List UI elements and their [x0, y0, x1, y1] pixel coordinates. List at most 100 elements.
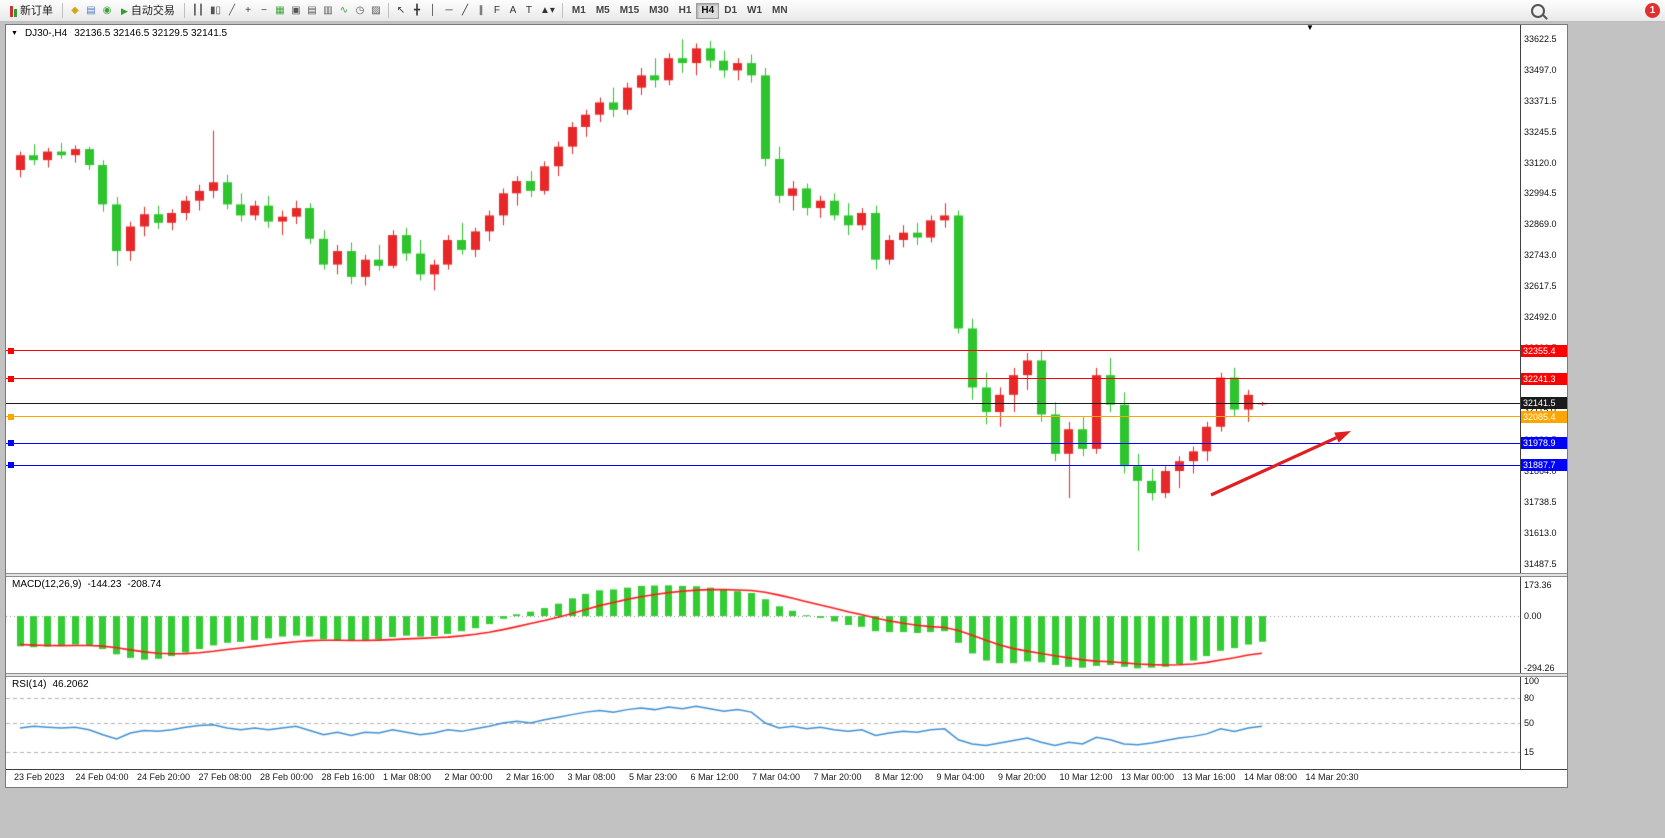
chart-line-button[interactable]: ╱ [224, 2, 240, 20]
new-order-label: 新订单 [20, 4, 53, 17]
crosshair-button[interactable]: ╋ [409, 2, 425, 20]
templates-button[interactable]: ▨ [368, 2, 384, 20]
autotrading-label: 自动交易 [130, 4, 175, 17]
indicators-icon: ∿ [339, 4, 349, 16]
horizontal-line-icon: ─ [445, 4, 453, 16]
channel-icon: ∥ [478, 4, 484, 16]
label-button[interactable]: T [521, 2, 537, 20]
price-axis[interactable]: 33622.5 33497.0 33371.5 33245.5 33120.0 32994… [1520, 25, 1567, 769]
time-axis[interactable]: 23 Feb 2023 24 Feb 04:00 24 Feb 20:00 27 Fe… [6, 769, 1567, 785]
macd-panel[interactable]: MACD(12,26,9) -144.23 -208.74 [6, 577, 1520, 673]
bid-price-line[interactable] [6, 402, 1520, 404]
chart-shift-marker[interactable]: ▼ [1306, 25, 1314, 32]
toolbar-separator [62, 3, 63, 18]
chart-window: ▼ ▼ DJ30-,H4 32136.5 32146.5 32129.5 321… [5, 24, 1568, 788]
hline-button[interactable]: ─ [441, 2, 457, 20]
vline-button[interactable]: │ [425, 2, 441, 20]
price-axis-label: 31487.5 [1524, 558, 1557, 569]
price-axis-label: 33245.5 [1524, 126, 1557, 137]
price-axis-label: 33371.5 [1524, 95, 1557, 106]
macd-axis-label: 0.00 [1524, 611, 1542, 622]
time-axis-label: 2 Mar 00:00 [444, 772, 493, 782]
text-button[interactable]: A [505, 2, 521, 20]
timeframe-m1-button[interactable]: M1 [567, 3, 591, 19]
trendline-button[interactable]: ╱ [457, 2, 473, 20]
timeframe-h4-button[interactable]: H4 [696, 2, 720, 19]
autotrading-button[interactable]: ▶ 自动交易 [116, 2, 180, 20]
shapes-icon: ▲▾ [539, 4, 555, 16]
zoom-out-icon: − [261, 4, 267, 16]
panel-splitter[interactable] [6, 673, 1567, 677]
candlestick-canvas[interactable] [6, 25, 1520, 573]
rsi-value: 46.2062 [52, 679, 89, 690]
pivot-line-handle[interactable] [8, 413, 14, 420]
cursor-button[interactable]: ↖ [393, 2, 409, 20]
timeframe-mn-button[interactable]: MN [767, 3, 793, 19]
support-line-1-price-tag: 31978.9 [1521, 437, 1567, 450]
price-axis-label: 31738.5 [1524, 497, 1557, 508]
shapes-button[interactable]: ▲▾ [537, 2, 558, 20]
support-line-2[interactable] [6, 464, 1520, 466]
label-icon: T [525, 4, 533, 16]
timeframe-d1-button[interactable]: D1 [719, 3, 742, 19]
chart-candles-button[interactable]: ▮▯ [207, 2, 224, 20]
support-line-1[interactable] [6, 442, 1520, 444]
line-chart-icon: ╱ [228, 4, 235, 16]
new-chart-button[interactable]: ▦ [272, 2, 288, 20]
rsi-panel[interactable]: RSI(14) 46.2062 [6, 677, 1520, 769]
channel-button[interactable]: ∥ [473, 2, 489, 20]
timeframe-m30-button[interactable]: M30 [644, 3, 673, 19]
resistance-line-1-price-tag: 32355.4 [1521, 344, 1567, 357]
zoom-in-icon: + [245, 4, 251, 16]
cascade-windows-button[interactable]: ▤ [304, 2, 320, 20]
price-chart-area[interactable]: ▼ ▼ DJ30-,H4 32136.5 32146.5 32129.5 321… [6, 25, 1520, 573]
timeframe-m5-button[interactable]: M5 [591, 3, 615, 19]
resistance-line-2-handle[interactable] [8, 375, 14, 382]
bars-chart-icon: ┃┃ [191, 4, 204, 16]
zoom-in-button[interactable]: + [240, 2, 256, 20]
template-icon: ▨ [371, 4, 381, 16]
chart-title: ▼ DJ30-,H4 32136.5 32146.5 32129.5 32141… [11, 28, 227, 39]
macd-canvas[interactable] [6, 577, 1520, 673]
resistance-line-1[interactable] [6, 350, 1520, 351]
search-icon[interactable] [1531, 3, 1545, 18]
arrange-windows-icon: ▥ [323, 4, 333, 16]
indicators-button[interactable]: ∿ [336, 2, 352, 20]
new-order-button[interactable]: 新订单 [5, 2, 58, 20]
pivot-line[interactable] [6, 416, 1520, 418]
panel-splitter[interactable] [6, 573, 1567, 577]
new-chart-icon: ▦ [275, 4, 285, 16]
community-icon: ◉ [102, 4, 112, 16]
zoom-out-button[interactable]: − [256, 2, 272, 20]
tile-windows-button[interactable]: ▣ [288, 2, 304, 20]
time-axis-label: 10 Mar 12:00 [1059, 772, 1113, 782]
support-line-2-handle[interactable] [8, 462, 14, 469]
metaeditor-button[interactable]: ◆ [67, 2, 83, 20]
time-axis-label: 13 Mar 16:00 [1182, 772, 1236, 782]
macd-axis-label: -294.26 [1524, 663, 1555, 674]
time-axis-label: 14 Mar 20:30 [1305, 772, 1359, 782]
chart-bars-button[interactable]: ┃┃ [189, 2, 207, 20]
arrange-windows-button[interactable]: ▥ [320, 2, 336, 20]
rsi-axis-label: 80 [1524, 692, 1535, 703]
time-axis-label: 9 Mar 20:00 [998, 772, 1047, 782]
rsi-axis-label: 50 [1524, 718, 1535, 728]
rsi-canvas[interactable] [6, 677, 1520, 769]
periods-button[interactable]: ◷ [352, 2, 368, 20]
support-line-1-handle[interactable] [8, 440, 14, 447]
time-axis-label: 28 Feb 00:00 [260, 772, 314, 782]
timeframe-w1-button[interactable]: W1 [742, 3, 767, 19]
time-axis-label: 28 Feb 16:00 [321, 772, 375, 782]
notification-badge[interactable]: 1 [1645, 3, 1660, 18]
resistance-line-2[interactable] [6, 378, 1520, 380]
time-axis-label: 5 Mar 23:00 [629, 772, 678, 782]
resistance-line-1-handle[interactable] [8, 347, 14, 354]
community-button[interactable]: ◉ [99, 2, 115, 20]
toolbar-separator [387, 3, 389, 18]
new-order-icon [10, 5, 17, 17]
time-axis-label: 23 Feb 2023 [14, 772, 65, 782]
fibonacci-button[interactable]: F [489, 2, 505, 20]
timeframe-h1-button[interactable]: H1 [674, 3, 697, 19]
charts-button[interactable]: ▤ [83, 2, 99, 20]
timeframe-m15-button[interactable]: M15 [615, 3, 644, 19]
